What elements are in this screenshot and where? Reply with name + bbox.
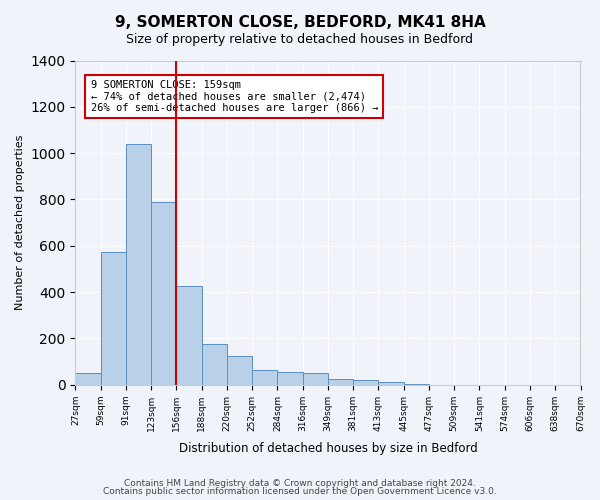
Text: Contains public sector information licensed under the Open Government Licence v3: Contains public sector information licen… (103, 487, 497, 496)
Text: 9, SOMERTON CLOSE, BEDFORD, MK41 8HA: 9, SOMERTON CLOSE, BEDFORD, MK41 8HA (115, 15, 485, 30)
Bar (302, 373, 328, 385)
Bar (126, 144, 151, 385)
Bar (101, 252, 126, 385)
Bar (76, 373, 101, 385)
Bar (328, 379, 353, 385)
Text: Contains HM Land Registry data © Crown copyright and database right 2024.: Contains HM Land Registry data © Crown c… (124, 478, 476, 488)
Bar (379, 382, 404, 385)
Bar (227, 356, 252, 385)
Text: Size of property relative to detached houses in Bedford: Size of property relative to detached ho… (127, 32, 473, 46)
Y-axis label: Number of detached properties: Number of detached properties (15, 135, 25, 310)
Bar (176, 286, 202, 385)
Bar (404, 384, 429, 385)
Bar (202, 344, 227, 385)
Bar (252, 370, 277, 385)
Text: 9 SOMERTON CLOSE: 159sqm
← 74% of detached houses are smaller (2,474)
26% of sem: 9 SOMERTON CLOSE: 159sqm ← 74% of detach… (91, 80, 378, 113)
Bar (353, 380, 379, 385)
X-axis label: Distribution of detached houses by size in Bedford: Distribution of detached houses by size … (179, 442, 478, 455)
Bar (277, 372, 302, 385)
Bar (151, 202, 176, 385)
